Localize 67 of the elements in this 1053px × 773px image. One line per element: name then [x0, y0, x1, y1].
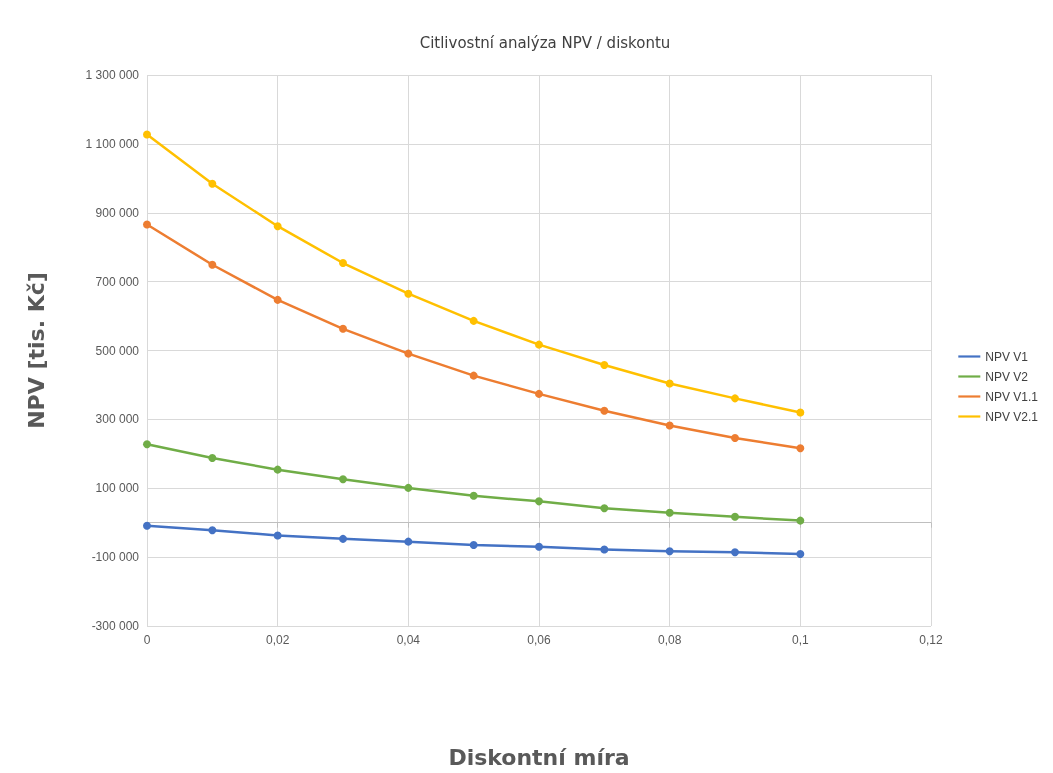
y-tick-label: 1 100 000: [85, 136, 140, 151]
x-tick-label: 0,06: [527, 633, 551, 647]
point: [731, 512, 739, 521]
point: [469, 371, 478, 380]
x-tick-label: 0,04: [396, 633, 421, 647]
y-tick-label: 500 000: [95, 343, 140, 358]
point: [600, 360, 609, 369]
point: [469, 316, 478, 325]
point: [143, 521, 151, 530]
legend-label: NPV V1.1: [985, 389, 1039, 404]
point: [339, 324, 347, 333]
point: [469, 491, 478, 500]
point: [404, 289, 413, 298]
x-tick-label: 0,08: [657, 633, 682, 647]
point: [273, 465, 282, 474]
point: [143, 220, 151, 229]
point: [600, 504, 609, 513]
y-tick-label: -300 000: [91, 619, 140, 633]
y-tick-label: -100 000: [91, 550, 140, 565]
point: [600, 406, 609, 415]
point: [404, 349, 413, 358]
point: [339, 475, 347, 484]
y-tick-label: 1 300 000: [85, 68, 140, 82]
point: [143, 440, 151, 449]
point: [796, 444, 805, 453]
point: [535, 542, 543, 551]
y-tick-label: 700 000: [95, 274, 140, 289]
x-tick-label: 0,12: [919, 633, 943, 647]
point: [665, 421, 674, 430]
point: [731, 394, 739, 403]
point: [339, 259, 347, 268]
point: [208, 453, 217, 462]
point: [535, 340, 543, 349]
point: [535, 497, 543, 506]
point: [273, 295, 282, 304]
point: [469, 541, 478, 550]
point: [796, 408, 805, 417]
point: [731, 433, 739, 442]
point: [208, 179, 217, 188]
x-tick-label: 0,1: [791, 633, 809, 647]
point: [143, 130, 151, 139]
point: [273, 222, 282, 231]
point: [731, 548, 739, 557]
y-tick-label: 300 000: [95, 412, 140, 427]
legend-label: NPV V1: [985, 349, 1029, 364]
point: [208, 526, 217, 535]
point: [665, 379, 674, 388]
point: [339, 534, 347, 543]
legend-label: NPV V2: [985, 369, 1029, 384]
point: [665, 547, 674, 556]
point: [796, 550, 805, 559]
point: [796, 516, 805, 525]
point: [600, 545, 609, 554]
x-tick-label: 0: [143, 633, 151, 647]
y-tick-label: 100 000: [95, 481, 140, 496]
point: [273, 531, 282, 540]
point: [665, 508, 674, 517]
y-tick-label: 900 000: [95, 205, 140, 220]
chart-title: Citlivostní analýza NPV / diskontu: [419, 33, 671, 52]
x-axis-title: Diskontní míra: [448, 744, 630, 770]
point: [208, 260, 217, 269]
point: [404, 537, 413, 546]
point: [404, 483, 413, 492]
legend-label: NPV V2.1: [985, 409, 1039, 424]
x-tick-label: 0,02: [265, 633, 290, 647]
y-axis-title: NPV [tis. Kč]: [23, 272, 49, 429]
point: [535, 389, 543, 398]
